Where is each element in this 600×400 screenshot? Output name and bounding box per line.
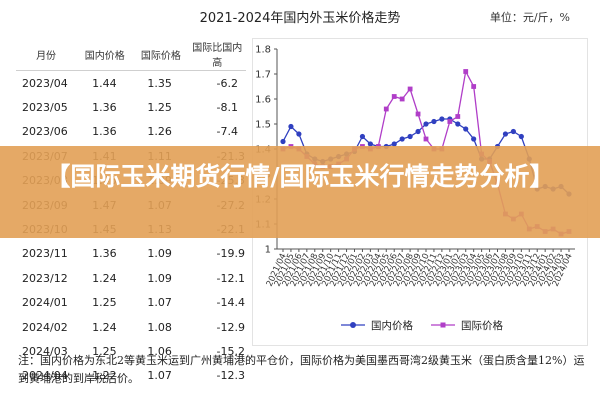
y-tick-label: 1.6 [255, 95, 271, 106]
cell-international-price: 1.07 [147, 296, 172, 310]
data-point [455, 121, 461, 127]
data-point [359, 133, 366, 140]
y-tick-label: 1.8 [255, 45, 271, 56]
cell-month: 2024/01 [22, 296, 68, 310]
table-row: 2023/06 1.36 1.26 -7.4 [16, 120, 246, 144]
cell-difference: -8.1 [216, 101, 238, 115]
cell-international-price: 1.09 [147, 247, 172, 261]
cell-month: 2023/11 [22, 247, 68, 261]
data-point [463, 69, 469, 74]
cell-domestic-price: 1.36 [92, 125, 117, 139]
data-point [399, 136, 405, 142]
table-row: 2023/05 1.36 1.25 -8.1 [16, 95, 246, 119]
table-row: 2023/04 1.44 1.35 -6.2 [16, 71, 246, 96]
y-tick-label: 1.7 [255, 70, 271, 81]
data-point [471, 84, 477, 89]
table-row: 2023/12 1.24 1.09 -12.1 [16, 266, 246, 290]
cell-difference: -12.1 [216, 271, 245, 285]
table-row: 2024/04 1.22 1.07 -12.3 [16, 364, 246, 388]
legend-marker [440, 322, 446, 328]
data-point [463, 126, 469, 132]
data-point [423, 136, 429, 142]
data-point [415, 128, 421, 135]
data-point [296, 131, 302, 137]
data-point [391, 141, 397, 147]
header-difference: 国际比国内高 [188, 38, 246, 71]
cell-difference: -12.9 [216, 320, 245, 334]
cell-difference: -7.4 [216, 125, 238, 139]
data-point [510, 128, 516, 135]
cell-international-price: 1.07 [147, 369, 172, 383]
y-tick-label: 1.5 [255, 120, 271, 131]
data-point [280, 138, 286, 145]
cell-month: 2023/12 [22, 271, 68, 285]
cell-domestic-price: 1.44 [92, 76, 117, 90]
cell-international-price: 1.35 [147, 76, 172, 90]
table-row: 2024/03 1.25 1.06 -15.2 [16, 339, 246, 363]
data-point [431, 118, 437, 125]
data-point [518, 133, 524, 140]
cell-month: 2023/04 [22, 76, 68, 90]
data-point [407, 133, 413, 140]
cell-month: 2024/03 [22, 344, 68, 358]
cell-difference: -14.4 [216, 296, 245, 310]
data-point [399, 96, 405, 102]
unit-label: 单位：元/斤，% [489, 11, 570, 24]
table-header-row: 月份 国内价格 国际价格 国际比国内高 [16, 38, 246, 71]
cell-difference: -6.2 [216, 76, 238, 90]
data-point [383, 106, 389, 112]
cell-difference: -12.3 [216, 369, 245, 383]
cell-difference: -19.9 [216, 247, 245, 261]
cell-international-price: 1.26 [147, 125, 172, 139]
title-banner-overlay: 【国际玉米期货行情/国际玉米行情走势分析】 [0, 146, 600, 238]
data-point [288, 123, 294, 130]
data-point [502, 131, 509, 137]
cell-difference: -15.2 [216, 344, 245, 358]
data-point [415, 111, 421, 117]
banner-text: 【国际玉米期货行情/国际玉米行情走势分析】 [45, 162, 555, 191]
figure-title: 2021-2024年国内外玉米价格走势 [199, 11, 401, 26]
data-point [439, 116, 445, 122]
legend-label: 国内价格 [371, 319, 413, 332]
cell-international-price: 1.06 [147, 344, 172, 358]
header-month: 月份 [16, 38, 77, 71]
footnote: 注：国内价格为东北2等黄玉米运到广州黄埔港的平仓价，国际价格为美国墨西哥湾2级黄… [18, 354, 585, 385]
header-domestic-price: 国内价格 [76, 38, 134, 71]
cell-international-price: 1.25 [147, 101, 172, 115]
data-point [423, 121, 429, 127]
header-international-price: 国际价格 [133, 38, 189, 71]
cell-domestic-price: 1.22 [92, 369, 117, 383]
cell-domestic-price: 1.25 [92, 296, 117, 310]
cell-domestic-price: 1.25 [92, 344, 117, 358]
cell-month: 2023/05 [22, 101, 68, 115]
cell-month: 2024/02 [22, 320, 68, 334]
table-row: 2023/11 1.36 1.09 -19.9 [16, 242, 246, 266]
legend-marker [350, 322, 356, 328]
data-point [391, 94, 397, 99]
cell-month: 2023/06 [22, 125, 68, 139]
table-row: 2024/01 1.25 1.07 -14.4 [16, 291, 246, 315]
data-point [407, 86, 413, 92]
table-row: 2024/02 1.24 1.08 -12.9 [16, 315, 246, 339]
data-point [455, 114, 461, 119]
cell-international-price: 1.09 [147, 271, 172, 285]
cell-domestic-price: 1.36 [92, 101, 117, 115]
cell-domestic-price: 1.24 [92, 320, 117, 334]
data-point [367, 141, 373, 147]
data-point [447, 119, 453, 124]
legend-label: 国际价格 [461, 319, 503, 332]
data-point [471, 136, 477, 142]
cell-domestic-price: 1.36 [92, 247, 117, 261]
y-tick-label: 1 [265, 245, 271, 256]
cell-domestic-price: 1.24 [92, 271, 117, 285]
cell-international-price: 1.08 [147, 320, 172, 334]
cell-month: 2024/04 [22, 369, 68, 383]
